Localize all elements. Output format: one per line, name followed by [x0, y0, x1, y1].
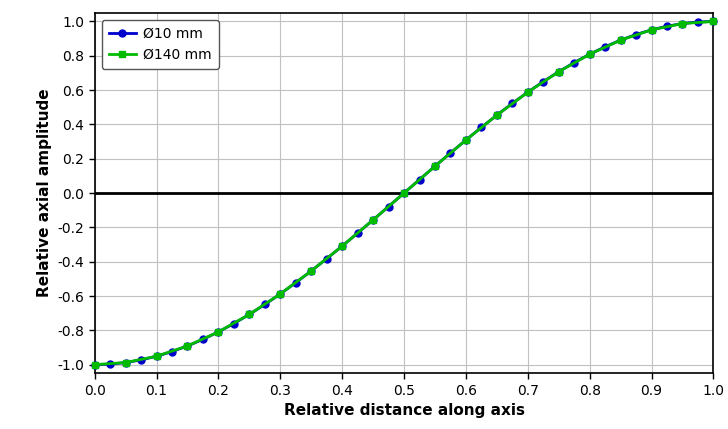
- Ø10 mm: [167, 349, 176, 354]
- Ø10 mm: [229, 321, 238, 326]
- Ø10 mm: [555, 69, 563, 74]
- Ø10 mm: [307, 269, 316, 274]
- Ø140 mm: [183, 343, 192, 348]
- Ø10 mm: [384, 204, 393, 209]
- Ø140 mm: [585, 51, 594, 57]
- Ø140 mm: [616, 38, 625, 43]
- Legend: Ø10 mm, Ø140 mm: Ø10 mm, Ø140 mm: [102, 20, 219, 69]
- Ø10 mm: [601, 44, 609, 49]
- Ø140 mm: [121, 360, 130, 365]
- Ø10 mm: [477, 125, 486, 130]
- Ø10 mm: [492, 112, 501, 118]
- Ø10 mm: [616, 38, 625, 43]
- Ø10 mm: [199, 337, 207, 342]
- Ø10 mm: [709, 19, 718, 24]
- Ø10 mm: [570, 60, 579, 65]
- Ø140 mm: [647, 27, 656, 33]
- Ø140 mm: [678, 21, 687, 26]
- Ø10 mm: [462, 137, 470, 142]
- Ø140 mm: [338, 244, 347, 249]
- Ø140 mm: [152, 353, 161, 359]
- Ø140 mm: [90, 362, 99, 367]
- Ø10 mm: [446, 151, 455, 156]
- Ø10 mm: [694, 19, 703, 24]
- Ø10 mm: [400, 190, 408, 196]
- Ø10 mm: [276, 291, 285, 296]
- Ø140 mm: [245, 312, 253, 317]
- Ø10 mm: [647, 27, 656, 33]
- Ø10 mm: [106, 362, 114, 367]
- Ø10 mm: [152, 353, 161, 359]
- Ø140 mm: [523, 90, 532, 95]
- Y-axis label: Relative axial amplitude: Relative axial amplitude: [37, 89, 52, 297]
- Ø140 mm: [492, 112, 501, 118]
- Ø10 mm: [508, 101, 517, 106]
- Ø10 mm: [632, 32, 641, 37]
- Ø10 mm: [523, 90, 532, 95]
- Ø140 mm: [462, 137, 470, 142]
- Ø10 mm: [291, 280, 300, 285]
- Ø140 mm: [555, 69, 563, 74]
- Ø10 mm: [415, 177, 424, 182]
- Ø10 mm: [183, 343, 192, 348]
- Ø140 mm: [368, 218, 377, 223]
- Ø10 mm: [245, 312, 253, 317]
- Ø10 mm: [214, 329, 223, 335]
- Ø10 mm: [137, 357, 146, 363]
- Ø10 mm: [338, 244, 347, 249]
- Ø10 mm: [121, 360, 130, 365]
- Ø10 mm: [261, 302, 269, 307]
- Ø10 mm: [678, 21, 687, 26]
- X-axis label: Relative distance along axis: Relative distance along axis: [283, 403, 525, 418]
- Ø10 mm: [585, 51, 594, 57]
- Ø10 mm: [90, 362, 99, 367]
- Ø140 mm: [307, 269, 316, 274]
- Ø140 mm: [431, 163, 440, 169]
- Ø140 mm: [709, 19, 718, 24]
- Ø10 mm: [431, 163, 440, 169]
- Ø140 mm: [214, 329, 223, 335]
- Line: Ø10 mm: Ø10 mm: [91, 18, 717, 368]
- Ø10 mm: [353, 230, 362, 236]
- Ø10 mm: [662, 24, 671, 29]
- Line: Ø140 mm: Ø140 mm: [91, 18, 717, 368]
- Ø10 mm: [539, 79, 547, 84]
- Ø140 mm: [276, 291, 285, 296]
- Ø140 mm: [400, 190, 408, 196]
- Ø10 mm: [323, 256, 331, 261]
- Ø10 mm: [368, 218, 377, 223]
